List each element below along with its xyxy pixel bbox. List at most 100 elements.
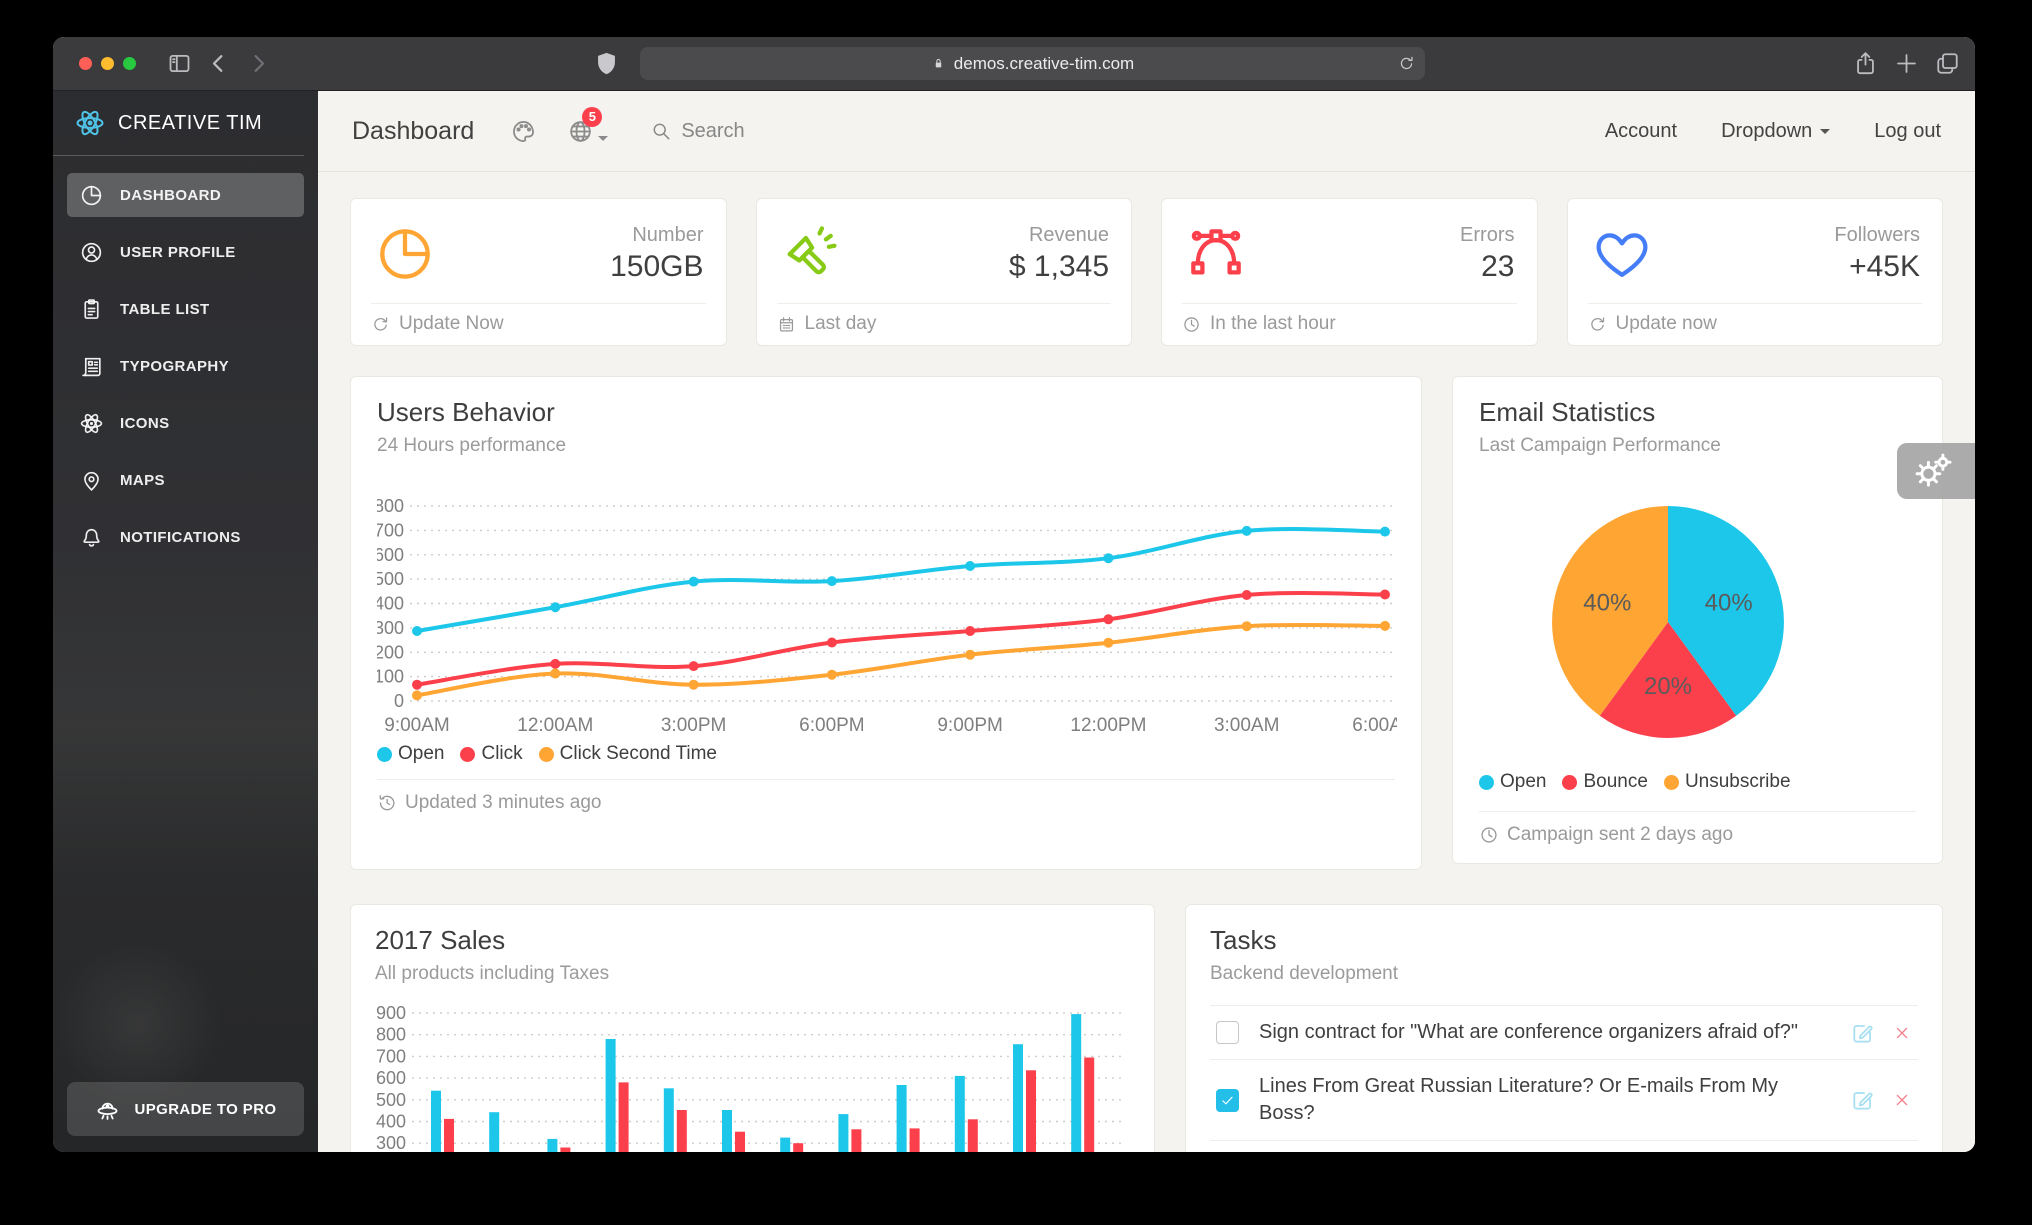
shield-icon[interactable] [593,50,620,77]
svg-text:20%: 20% [1644,673,1692,700]
card-footer: Campaign sent 2 days ago [1479,824,1916,846]
window-minimize-button[interactable] [101,57,114,70]
share-icon[interactable] [1852,50,1879,77]
user-icon [79,240,104,265]
legend-dot [377,746,392,762]
nav-link-account[interactable]: Account [1604,119,1678,142]
tabs-icon[interactable] [1934,50,1961,77]
edit-icon[interactable] [1850,1087,1876,1113]
stat-footer: Update now [1586,313,1925,335]
svg-text:3:00PM: 3:00PM [661,715,726,736]
card-title: Tasks [1210,925,1277,955]
sidebar-item-typography[interactable]: TYPOGRAPHY [67,344,304,388]
stat-card-followers: Followers +45K Update now [1566,198,1943,346]
nav-link-log-out[interactable]: Log out [1874,119,1941,142]
stat-value: 23 [1481,250,1515,283]
card-title: 2017 Sales [375,925,506,955]
card-subtitle: All products including Taxes [375,963,610,984]
navbar-links: Account Dropdown Log out [1605,120,1941,143]
stat-card-body: Followers +45K [1586,213,1925,295]
sidebar-item-table-list[interactable]: TABLE LIST [67,287,304,331]
email-statistics-card: Email Statistics Last Campaign Performan… [1452,376,1943,864]
search-label: Search [681,119,745,142]
window-zoom-button[interactable] [123,57,136,70]
address-bar[interactable]: demos.creative-tim.com [640,47,1425,80]
stat-divider [371,303,706,304]
legend-dot [1562,774,1578,790]
reload-icon[interactable] [1397,54,1416,73]
react-logo-icon [75,108,105,138]
sidebar-item-label: TABLE LIST [120,300,210,318]
palette-icon[interactable] [510,118,537,145]
legend-item-unsubscribe: Unsubscribe [1663,771,1791,793]
notification-badge: 5 [582,106,603,127]
legend-item-open: Open [1479,771,1546,793]
spaceship-icon [94,1096,121,1123]
traffic-lights [79,57,136,70]
nav-link-dropdown[interactable]: Dropdown [1721,120,1831,143]
history-icon [377,793,397,813]
svg-text:700: 700 [377,520,404,540]
edit-icon[interactable] [1850,1020,1876,1046]
task-row: Lines From Great Russian Literature? Or … [1210,1060,1918,1141]
stat-divider [776,303,1111,304]
legend-item-open: Open [377,743,444,765]
stat-divider [1587,303,1922,304]
tasks-list: Sign contract for "What are conference o… [1210,1005,1918,1152]
legend-label: Click [481,743,523,764]
svg-text:500: 500 [377,569,404,589]
svg-text:9:00PM: 9:00PM [937,715,1002,736]
pie-chart-icon [79,183,104,208]
stat-label: Followers [1834,224,1920,246]
sidebar-item-label: ICONS [120,414,170,432]
calendar-icon [777,315,796,334]
new-tab-icon[interactable] [1893,50,1920,77]
stats-row: Number 150GB Update Now Revenue $ 1,345 Last … [350,198,1943,346]
stat-card-number: Number 150GB Update Now [350,198,727,346]
stat-footer-text: In the last hour [1210,313,1336,334]
forward-icon[interactable] [245,50,272,77]
stat-card-errors: Errors 23 In the last hour [1161,198,1538,346]
typography-icon [79,354,104,379]
task-checkbox[interactable] [1216,1088,1239,1112]
stat-value: +45K [1849,250,1920,283]
svg-text:500: 500 [376,1090,406,1110]
page-title: Dashboard [352,116,475,145]
search-button[interactable]: Search [650,119,745,143]
sidebar-item-maps[interactable]: MAPS [67,458,304,502]
delete-icon[interactable] [1892,1090,1912,1110]
heart-icon [1590,222,1654,286]
delete-icon[interactable] [1892,1023,1912,1043]
settings-button[interactable] [1897,443,1975,499]
sidebar-item-icons[interactable]: ICONS [67,401,304,445]
upgrade-to-pro-button[interactable]: UPGRADE TO PRO [67,1082,304,1136]
stat-footer: In the last hour [1180,313,1519,335]
stat-text: Followers +45K [1834,224,1920,284]
brand[interactable]: CREATIVE TIM [53,91,304,156]
task-checkbox[interactable] [1216,1021,1239,1044]
stat-footer-text: Last day [804,313,877,334]
dashboard-content: Number 150GB Update Now Revenue $ 1,345 Last … [318,172,1975,1152]
svg-text:40%: 40% [1583,589,1631,616]
sidebar-toggle-icon[interactable] [166,50,193,77]
notifications-dropdown[interactable]: 5 [567,106,609,145]
stat-card-body: Number 150GB [369,213,708,295]
task-row: Flooded: One year later, assessing what … [1210,1141,1918,1152]
search-icon [650,120,672,142]
window-close-button[interactable] [79,57,92,70]
card-footer: Updated 3 minutes ago [377,792,1395,814]
sidebar-item-label: TYPOGRAPHY [120,357,230,375]
stat-label: Revenue [1028,224,1109,246]
sidebar-item-label: MAPS [120,471,165,489]
legend-dot [460,746,476,762]
svg-text:3:00AM: 3:00AM [1214,715,1279,736]
stat-label: Number [632,224,704,246]
svg-text:400: 400 [377,594,404,614]
sidebar-item-notifications[interactable]: NOTIFICATIONS [67,515,304,559]
legend-item-click-second-time: Click Second Time [538,743,717,765]
back-icon[interactable] [205,50,232,77]
sidebar-item-dashboard[interactable]: DASHBOARD [67,173,304,217]
sidebar-item-user-profile[interactable]: USER PROFILE [67,230,304,274]
svg-text:700: 700 [376,1046,406,1066]
stat-value: 150GB [610,250,704,283]
